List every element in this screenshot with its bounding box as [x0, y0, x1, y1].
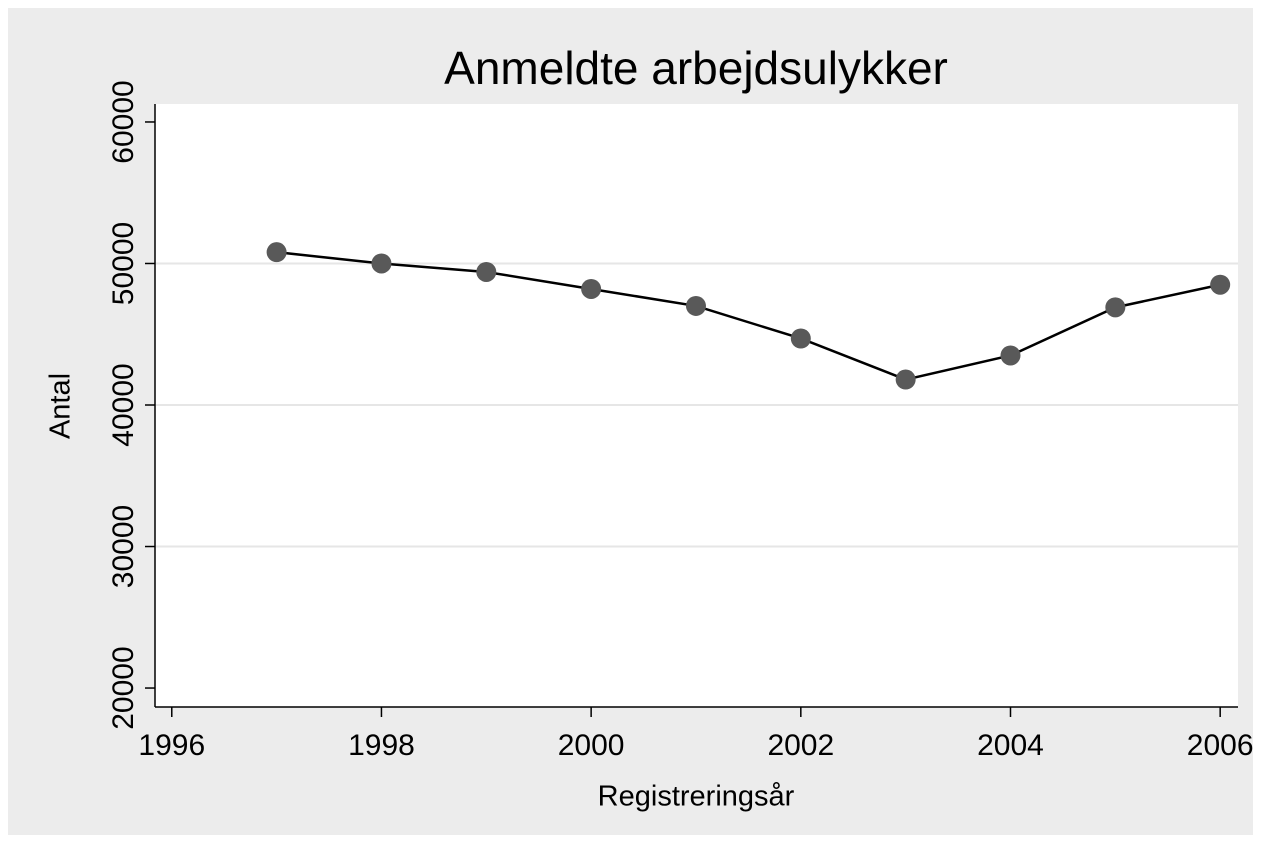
x-tick-label: 2006 [1187, 729, 1254, 762]
x-tick-label: 1998 [348, 729, 415, 762]
y-tick-label: 40000 [107, 363, 140, 446]
y-tick-label: 20000 [107, 646, 140, 729]
data-point [581, 278, 602, 299]
data-point [895, 369, 916, 390]
data-point [1105, 297, 1126, 318]
y-tick-label: 60000 [107, 80, 140, 163]
data-point [371, 253, 392, 274]
chart-title: Anmeldte arbejdsulykker [444, 42, 948, 94]
x-axis-title: Registreringsår [598, 781, 795, 813]
x-tick-label: 2004 [977, 729, 1044, 762]
y-axis-title: Antal [45, 373, 77, 439]
y-tick-label: 50000 [107, 222, 140, 305]
data-point [476, 261, 497, 282]
x-tick-label: 2000 [558, 729, 625, 762]
x-tick-label: 1996 [138, 729, 205, 762]
data-point [685, 295, 706, 316]
data-point [1000, 345, 1021, 366]
data-point [790, 328, 811, 349]
data-point [1210, 274, 1231, 295]
x-tick-label: 2002 [767, 729, 834, 762]
data-point [266, 242, 287, 263]
y-tick-label: 30000 [107, 505, 140, 588]
series-line [276, 250, 1221, 381]
